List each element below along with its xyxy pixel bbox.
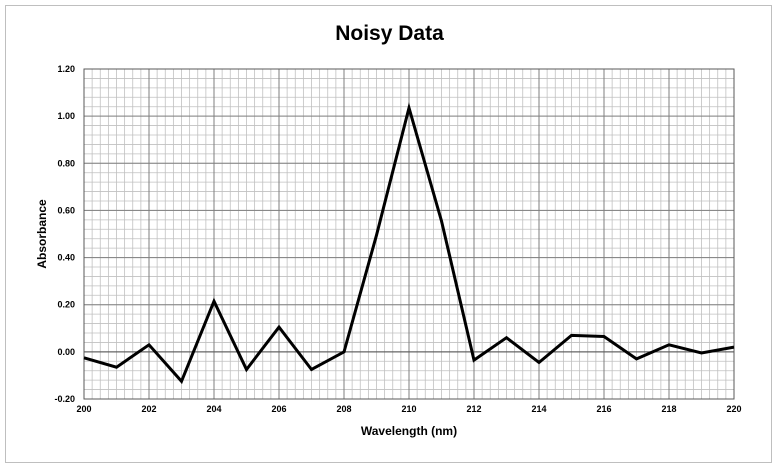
chart-title: Noisy Data — [335, 22, 444, 45]
tick-labels: 200 202 204 206 208 210 212 214 216 218 220 -0.20 0.… — [54, 64, 741, 414]
x-tick-label: 212 — [466, 404, 481, 414]
x-tick-label: 206 — [271, 404, 286, 414]
y-tick-label: 0.00 — [57, 347, 75, 357]
plot-area-border — [83, 68, 735, 400]
series-line — [83, 102, 735, 385]
x-tick-label: 214 — [531, 404, 546, 414]
x-axis-label: Wavelength (nm) — [360, 424, 458, 438]
y-tick-label: 1.20 — [57, 64, 75, 74]
x-tick-label: 204 — [206, 404, 221, 414]
x-tick-label: 202 — [141, 404, 156, 414]
y-tick-label: -0.20 — [54, 394, 75, 404]
x-tick-label: 210 — [401, 404, 416, 414]
grid-lines — [83, 68, 735, 400]
y-tick-label: 0.20 — [57, 300, 75, 310]
x-tick-label: 218 — [661, 404, 676, 414]
y-tick-label: 0.40 — [57, 253, 75, 263]
data-series — [83, 102, 735, 385]
x-tick-label: 208 — [336, 404, 351, 414]
x-tick-label: 200 — [76, 404, 91, 414]
y-tick-label: 1.00 — [57, 111, 75, 121]
x-tick-label: 220 — [726, 404, 741, 414]
x-tick-label: 216 — [596, 404, 611, 414]
y-tick-label: 0.80 — [57, 158, 75, 168]
y-tick-label: 0.60 — [57, 205, 75, 215]
